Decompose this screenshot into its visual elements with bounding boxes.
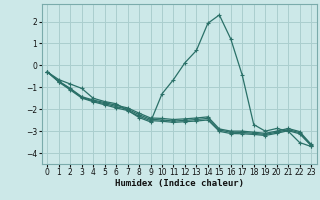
X-axis label: Humidex (Indice chaleur): Humidex (Indice chaleur) xyxy=(115,179,244,188)
